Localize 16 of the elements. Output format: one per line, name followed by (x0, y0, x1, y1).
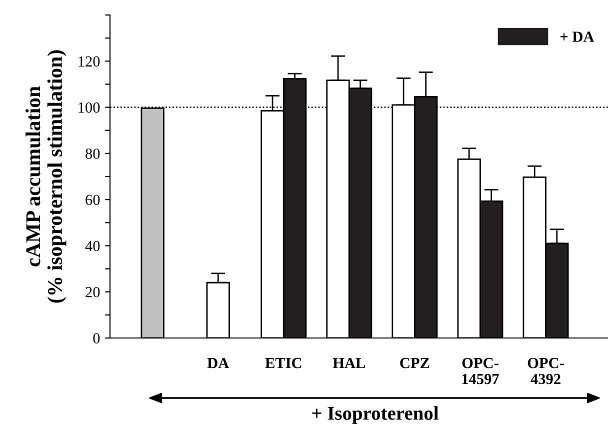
y-tick-label: 60 (86, 194, 100, 206)
x-tick-label: OPC- 4392 (528, 358, 564, 384)
y-axis-title: cAMP accumulation (% isoproternol stimulation) (26, 50, 66, 303)
x-tick-label: HAL (332, 358, 366, 368)
y-tick-label: 100 (78, 102, 100, 113)
x-tick-label: ETIC (265, 358, 302, 368)
y-tick-label: 20 (86, 287, 100, 298)
x-tick-label: OPC- 14597 (462, 358, 499, 384)
y-tick-label: 0 (93, 333, 100, 344)
y-tick-label: 80 (86, 148, 100, 159)
y-tick-label: 120 (78, 56, 100, 67)
y-tick-label: 40 (85, 240, 100, 252)
text: + Isoproterenol (312, 406, 438, 424)
x-tick-label: DA (207, 358, 230, 368)
x-tick-label: CPZ (400, 358, 430, 368)
legend-label: + DA (560, 32, 594, 42)
